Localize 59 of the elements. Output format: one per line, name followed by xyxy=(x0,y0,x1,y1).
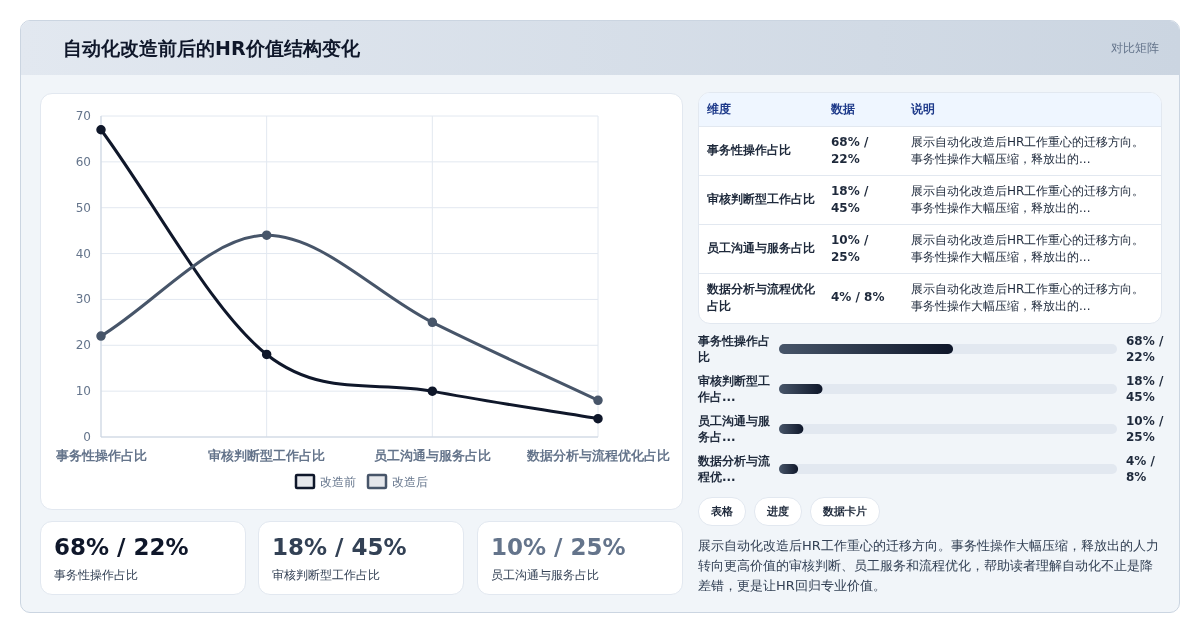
y-tick-label: 40 xyxy=(75,246,91,261)
text: 展示自动化改造后HR工作重心的迁移方向。事务性操作大幅压缩，释放出的... xyxy=(911,281,1145,313)
legend-label: 改造前 xyxy=(320,475,356,489)
text: 4% / 8% xyxy=(1126,453,1156,485)
y-tick-label: 50 xyxy=(75,200,91,215)
y-tick-label: 0 xyxy=(83,430,91,444)
text: 审核判断型工作占比 xyxy=(707,192,815,206)
y-tick-label: 10 xyxy=(75,384,91,399)
point xyxy=(96,331,106,341)
text: 68% / 22% xyxy=(1126,333,1165,365)
text: 展示自动化改造后HR工作重心的迁移方向。事务性操作大幅压缩，释放出的人力转向更高价值的审核判断、员工服务和流程优化，帮助读者理解自动化不止是降差错，更是让HR回归专业价值。 xyxy=(698,537,1160,595)
point xyxy=(96,125,106,135)
category-label: 维度 xyxy=(699,93,823,126)
category-label: 说明 xyxy=(903,93,1161,126)
y-tick-label: 员工沟通与服务占... xyxy=(698,413,771,445)
text: 68% / 22% xyxy=(54,534,189,560)
category-label: 数据 xyxy=(823,93,903,126)
legend-label: 改造后 xyxy=(392,475,428,489)
text: 68% / 22% xyxy=(831,134,869,166)
category-label: 审核判断型工作占比 xyxy=(272,567,380,584)
point xyxy=(593,413,603,424)
category-label: 员工沟通与服务占比 xyxy=(491,567,599,584)
text: 表格 xyxy=(698,497,746,526)
y-tick-label: 30 xyxy=(75,292,91,307)
bar xyxy=(779,424,804,434)
text: 10% / 25% xyxy=(1126,413,1165,445)
text: 18% / 45% xyxy=(831,183,869,215)
x-tick-label: 数据分析与流程优化占比 xyxy=(525,448,670,463)
y-tick-label: 60 xyxy=(75,154,91,169)
point xyxy=(261,349,272,360)
text: 事务性操作占比 xyxy=(707,143,791,157)
text: 展示自动化改造后HR工作重心的迁移方向。事务性操作大幅压缩，释放出的... xyxy=(911,232,1145,264)
text: 10% / 25% xyxy=(491,534,626,560)
text: 10% / 25% xyxy=(831,232,869,264)
text: 数据分析与流程优化占比 xyxy=(707,281,815,313)
y-tick-label: 数据分析与流程优... xyxy=(698,453,771,485)
x-tick-label: 事务性操作占比 xyxy=(54,448,147,463)
text: 数据卡片 xyxy=(810,497,880,526)
text: 4% / 8% xyxy=(831,290,885,305)
x-tick-label: 员工沟通与服务占比 xyxy=(373,448,491,463)
y-tick-label: 事务性操作占比 xyxy=(698,333,771,365)
point xyxy=(427,386,438,396)
bar xyxy=(779,384,823,394)
category-label: 事务性操作占比 xyxy=(54,567,138,584)
text: 18% / 45% xyxy=(272,534,407,560)
text: 对比矩阵 xyxy=(1111,40,1159,57)
y-tick-label: 审核判断型工作占... xyxy=(698,373,771,405)
text: 自动化改造前后的HR价值结构变化 xyxy=(63,36,360,61)
y-tick-label: 20 xyxy=(75,338,91,353)
text: 展示自动化改造后HR工作重心的迁移方向。事务性操作大幅压缩，释放出的... xyxy=(911,183,1145,215)
text: 展示自动化改造后HR工作重心的迁移方向。事务性操作大幅压缩，释放出的... xyxy=(911,134,1145,166)
y-tick-label: 70 xyxy=(75,109,91,123)
text: 进度 xyxy=(754,497,802,526)
point xyxy=(427,317,438,328)
x-tick-label: 审核判断型工作占比 xyxy=(208,448,326,463)
text: 员工沟通与服务占比 xyxy=(707,241,815,255)
point xyxy=(261,230,272,240)
text: 18% / 45% xyxy=(1126,373,1165,405)
point xyxy=(593,395,603,406)
